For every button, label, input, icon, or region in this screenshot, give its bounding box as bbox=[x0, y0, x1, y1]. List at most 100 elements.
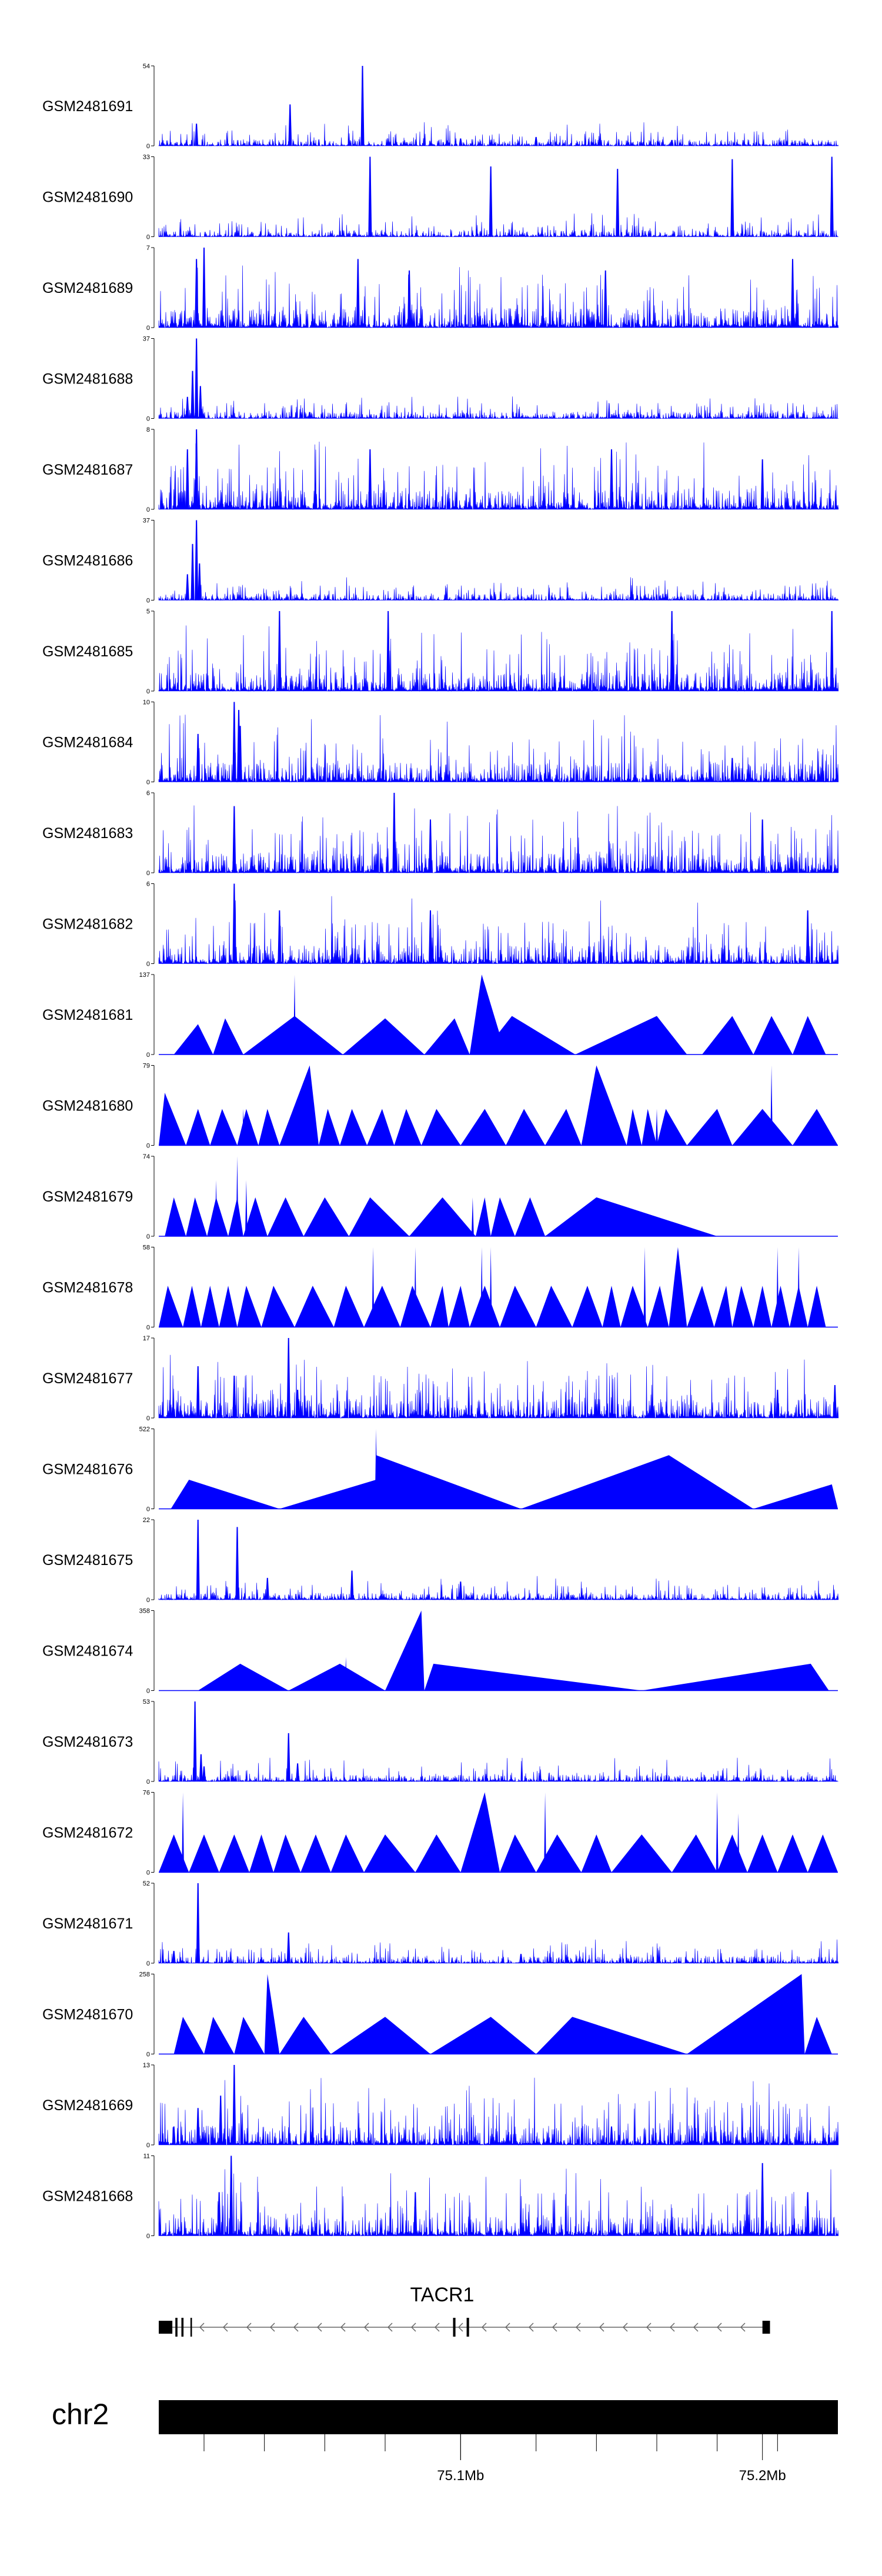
signal-area bbox=[158, 122, 839, 147]
signal-triangle bbox=[186, 1197, 208, 1236]
signal-triangle bbox=[714, 1286, 733, 1327]
strand-arrow bbox=[552, 2323, 557, 2332]
track-GSM2481673: GSM2481673 53 0 bbox=[42, 1699, 838, 1786]
track-label: GSM2481687 bbox=[42, 462, 133, 478]
signal-triangle bbox=[300, 1834, 331, 1873]
signal-triangle bbox=[261, 1286, 295, 1327]
track-label: GSM2481668 bbox=[42, 2188, 133, 2205]
signal-triangle bbox=[482, 1016, 576, 1055]
track-GSM2481685: GSM2481685 5 0 bbox=[42, 608, 839, 695]
signal-spike bbox=[480, 1247, 483, 1327]
signal-triangle bbox=[702, 1016, 754, 1055]
track-GSM2481684: GSM2481684 10 0 bbox=[42, 699, 839, 786]
track-GSM2481672: GSM2481672 76 0 bbox=[42, 1790, 838, 1877]
signal-peak bbox=[196, 1520, 200, 1600]
signal-peak bbox=[286, 1932, 290, 1963]
signal-triangle bbox=[671, 1834, 717, 1873]
strand-arrow bbox=[199, 2323, 205, 2332]
signal-triangle bbox=[330, 1834, 365, 1873]
strand-arrow bbox=[716, 2323, 722, 2332]
y-min-label: 0 bbox=[146, 1778, 150, 1786]
signal-triangle bbox=[237, 1286, 262, 1327]
signal-triangle bbox=[753, 1484, 838, 1509]
signal-peak bbox=[670, 139, 674, 146]
signal-spike bbox=[345, 1657, 348, 1691]
signal-peak bbox=[392, 793, 396, 873]
strand-arrow bbox=[363, 2323, 369, 2332]
signal-spike bbox=[414, 1247, 417, 1327]
track-label: GSM2481688 bbox=[42, 371, 133, 388]
signal-peak bbox=[429, 819, 432, 873]
signal-triangle bbox=[376, 1455, 521, 1509]
signal-peak bbox=[670, 611, 674, 691]
signal-spike bbox=[375, 1429, 377, 1509]
signal-peak bbox=[610, 2126, 613, 2145]
y-min-label: 0 bbox=[146, 1324, 150, 1332]
signal-triangle bbox=[415, 1834, 461, 1873]
signal-peak bbox=[198, 386, 202, 419]
signal-triangle bbox=[207, 1197, 229, 1236]
signal-area bbox=[158, 213, 838, 238]
track-GSM2481678: GSM2481678 58 0 bbox=[42, 1244, 838, 1332]
signal-peak bbox=[791, 259, 794, 328]
strand-arrow bbox=[410, 2323, 416, 2332]
signal-peak bbox=[806, 910, 810, 964]
signal-peak bbox=[202, 248, 206, 328]
signal-spike bbox=[544, 1792, 547, 1873]
signal-peak bbox=[195, 429, 199, 509]
track-label: GSM2481675 bbox=[42, 1552, 133, 1569]
signal-spike bbox=[797, 1247, 800, 1327]
signal-peak bbox=[534, 136, 538, 146]
strand-arrow bbox=[599, 2323, 604, 2332]
track-label: GSM2481670 bbox=[42, 2007, 133, 2023]
signal-triangle bbox=[288, 1663, 385, 1691]
signal-triangle bbox=[303, 1197, 349, 1236]
strand-arrow bbox=[293, 2323, 299, 2332]
y-min-label: 0 bbox=[146, 2142, 150, 2149]
signal-triangle bbox=[186, 1109, 211, 1146]
signal-triangle bbox=[333, 1286, 365, 1327]
y-min-label: 0 bbox=[146, 416, 150, 423]
signal-tracks: GSM2481691540GSM2481690330GSM248168970GS… bbox=[42, 63, 839, 2240]
y-max-label: 54 bbox=[143, 63, 150, 70]
signal-spike bbox=[770, 1065, 773, 1146]
signal-triangle bbox=[657, 1109, 687, 1146]
signal-peak bbox=[191, 543, 195, 600]
signal-peak bbox=[776, 1390, 780, 1418]
track-label: GSM2481671 bbox=[42, 1916, 133, 1932]
track-GSM2481676: GSM2481676 522 0 bbox=[42, 1426, 838, 1513]
signal-peak bbox=[195, 124, 199, 146]
signal-peak bbox=[219, 2095, 223, 2145]
signal-triangle bbox=[642, 1663, 829, 1691]
y-max-label: 52 bbox=[143, 1880, 150, 1887]
signal-triangle bbox=[173, 1024, 213, 1055]
signal-peak bbox=[195, 520, 199, 600]
gene-exon bbox=[181, 2318, 184, 2337]
track-GSM2481683: GSM2481683 6 0 bbox=[42, 790, 839, 877]
signal-peak bbox=[238, 726, 242, 782]
signal-peak bbox=[191, 371, 195, 419]
strand-arrow bbox=[246, 2323, 252, 2332]
signal-peak bbox=[356, 259, 360, 328]
signal-peak bbox=[459, 138, 463, 146]
signal-peak bbox=[265, 1577, 269, 1600]
signal-area bbox=[158, 1576, 839, 1601]
signal-peak bbox=[368, 449, 372, 509]
signal-peak bbox=[386, 611, 390, 691]
y-min-label: 0 bbox=[146, 1960, 150, 1967]
signal-triangle bbox=[234, 2017, 265, 2054]
signal-triangle bbox=[536, 1834, 582, 1873]
signal-triangle bbox=[807, 1834, 838, 1873]
y-max-label: 76 bbox=[143, 1790, 150, 1797]
track-label: GSM2481682 bbox=[42, 916, 133, 933]
strand-arrow bbox=[222, 2323, 228, 2332]
signal-peak bbox=[232, 2065, 236, 2145]
signal-peak bbox=[202, 1766, 206, 1781]
strand-arrow bbox=[387, 2323, 393, 2332]
position-label: 75.1Mb bbox=[437, 2468, 484, 2484]
signal-triangle bbox=[279, 1065, 319, 1146]
signal-triangle bbox=[159, 1286, 183, 1327]
strand-arrow bbox=[646, 2323, 652, 2332]
track-GSM2481691: GSM2481691 54 0 bbox=[42, 63, 839, 150]
signal-triangle bbox=[279, 2017, 331, 2054]
